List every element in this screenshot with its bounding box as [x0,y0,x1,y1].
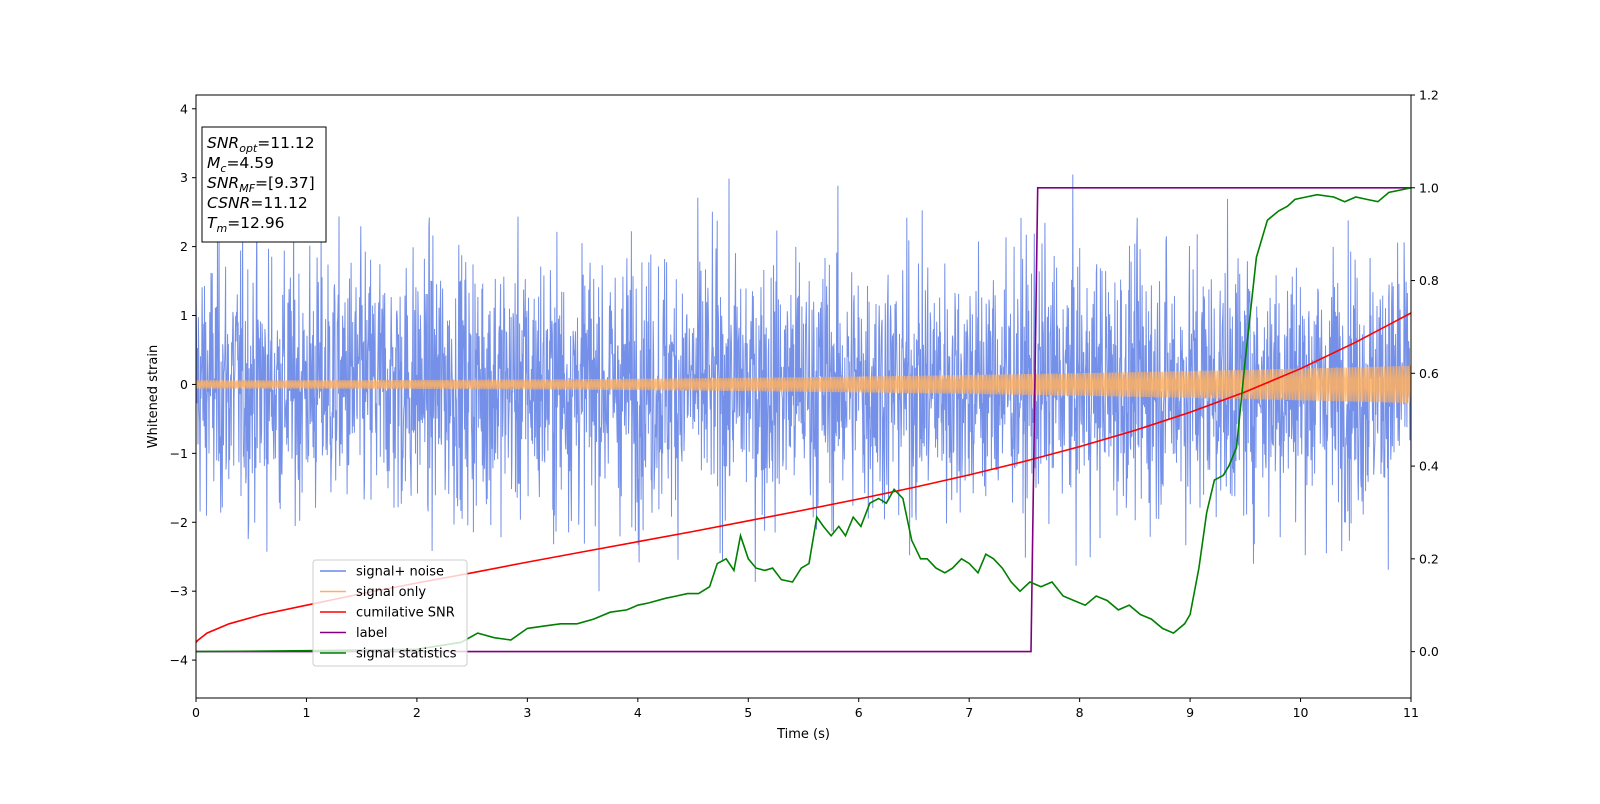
x-tick-label: 3 [523,705,531,720]
annotation-symbol: CSNR [207,194,250,212]
annotation-symbol: SNR [207,174,239,192]
x-tick-label: 2 [413,705,421,720]
annotation-symbol: T [207,214,218,232]
series-label [196,187,1411,653]
annotation-line: CSNR=11.12 [207,194,308,212]
annotation-symbol: M [207,154,220,172]
noise-line [195,174,1412,592]
annotation-value: =11.12 [250,194,307,212]
legend-frame [312,559,468,667]
legend-label-signal-only: signal only [356,585,426,600]
annotation-subscript: m [216,222,227,235]
annotation-symbol: SNR [207,134,239,152]
y-tick-label: 2 [180,239,188,254]
y2-tick-label: 0.2 [1419,551,1439,566]
x-axis-label: Time (s) [776,727,830,742]
chirp-line [195,365,1412,404]
y-axis-left: −4 −3 −2 −1 0 1 2 3 4 [170,101,196,668]
plot-frame [195,94,1412,699]
y-tick-label: 3 [180,170,188,185]
x-tick-label: 4 [634,705,642,720]
y-tick-label: −4 [170,653,188,668]
annotation-subscript: MF [239,182,255,195]
legend: signal+ noise signal only cumilative SNR la… [312,559,468,667]
y2-tick-label: 1.0 [1419,180,1439,195]
y2-tick-label: 0.8 [1419,273,1439,288]
y-tick-label: 0 [180,377,188,392]
annotation-value: =11.12 [257,134,314,152]
x-tick-label: 8 [1076,705,1084,720]
y-tick-label: −2 [170,515,188,530]
annotation-frame [201,126,327,243]
y2-tick-label: 0.6 [1419,366,1439,381]
series-lines [195,187,1412,653]
annotation-line: Mc=4.59 [207,154,274,175]
x-tick-label: 7 [965,705,973,720]
y-tick-label: 4 [180,101,188,116]
y-tick-label: −1 [170,446,188,461]
x-tick-label: 1 [302,705,310,720]
y-tick-label: 1 [180,308,188,323]
x-tick-label: 9 [1186,705,1194,720]
legend-label-label: label [356,626,387,641]
annotation-value: =4.59 [226,154,274,172]
y-tick-label: −3 [170,584,188,599]
x-axis: 0 1 2 3 4 5 6 7 8 9 10 11 [192,698,1419,720]
y2-tick-label: 1.2 [1419,88,1439,103]
series-cumilative-snr [195,312,1412,643]
annotation-line: SNRopt=11.12 [207,134,315,155]
annotation-line: Tm=12.96 [207,214,285,235]
legend-label-cumilative-snr: cumilative SNR [356,606,455,621]
y-axis-right: 0.0 0.2 0.4 0.6 0.8 1.0 1.2 [1411,88,1439,659]
y-axis-label: Whitened strain [146,345,161,448]
annotation-subscript: c [220,162,226,175]
annotation-value: =[9.37] [255,174,315,192]
x-tick-label: 5 [744,705,752,720]
legend-label-signal-noise: signal+ noise [356,565,444,580]
y2-tick-label: 0.4 [1419,459,1439,474]
annotation-box: SNRopt=11.12Mc=4.59SNRMF=[9.37]CSNR=11.1… [201,126,327,243]
x-tick-label: 10 [1293,705,1309,720]
annotation-subscript: opt [239,142,258,155]
x-tick-label: 0 [192,705,200,720]
x-tick-label: 6 [855,705,863,720]
series-signal-only [195,365,1412,404]
x-tick-label: 11 [1403,705,1419,720]
annotation-value: =12.96 [227,214,284,232]
annotation-line: SNRMF=[9.37] [207,174,315,195]
legend-label-signal-statistics: signal statistics [356,647,457,662]
y2-tick-label: 0.0 [1419,644,1439,659]
series-signal-noise [195,174,1412,592]
series-signal-statistics [195,187,1412,653]
